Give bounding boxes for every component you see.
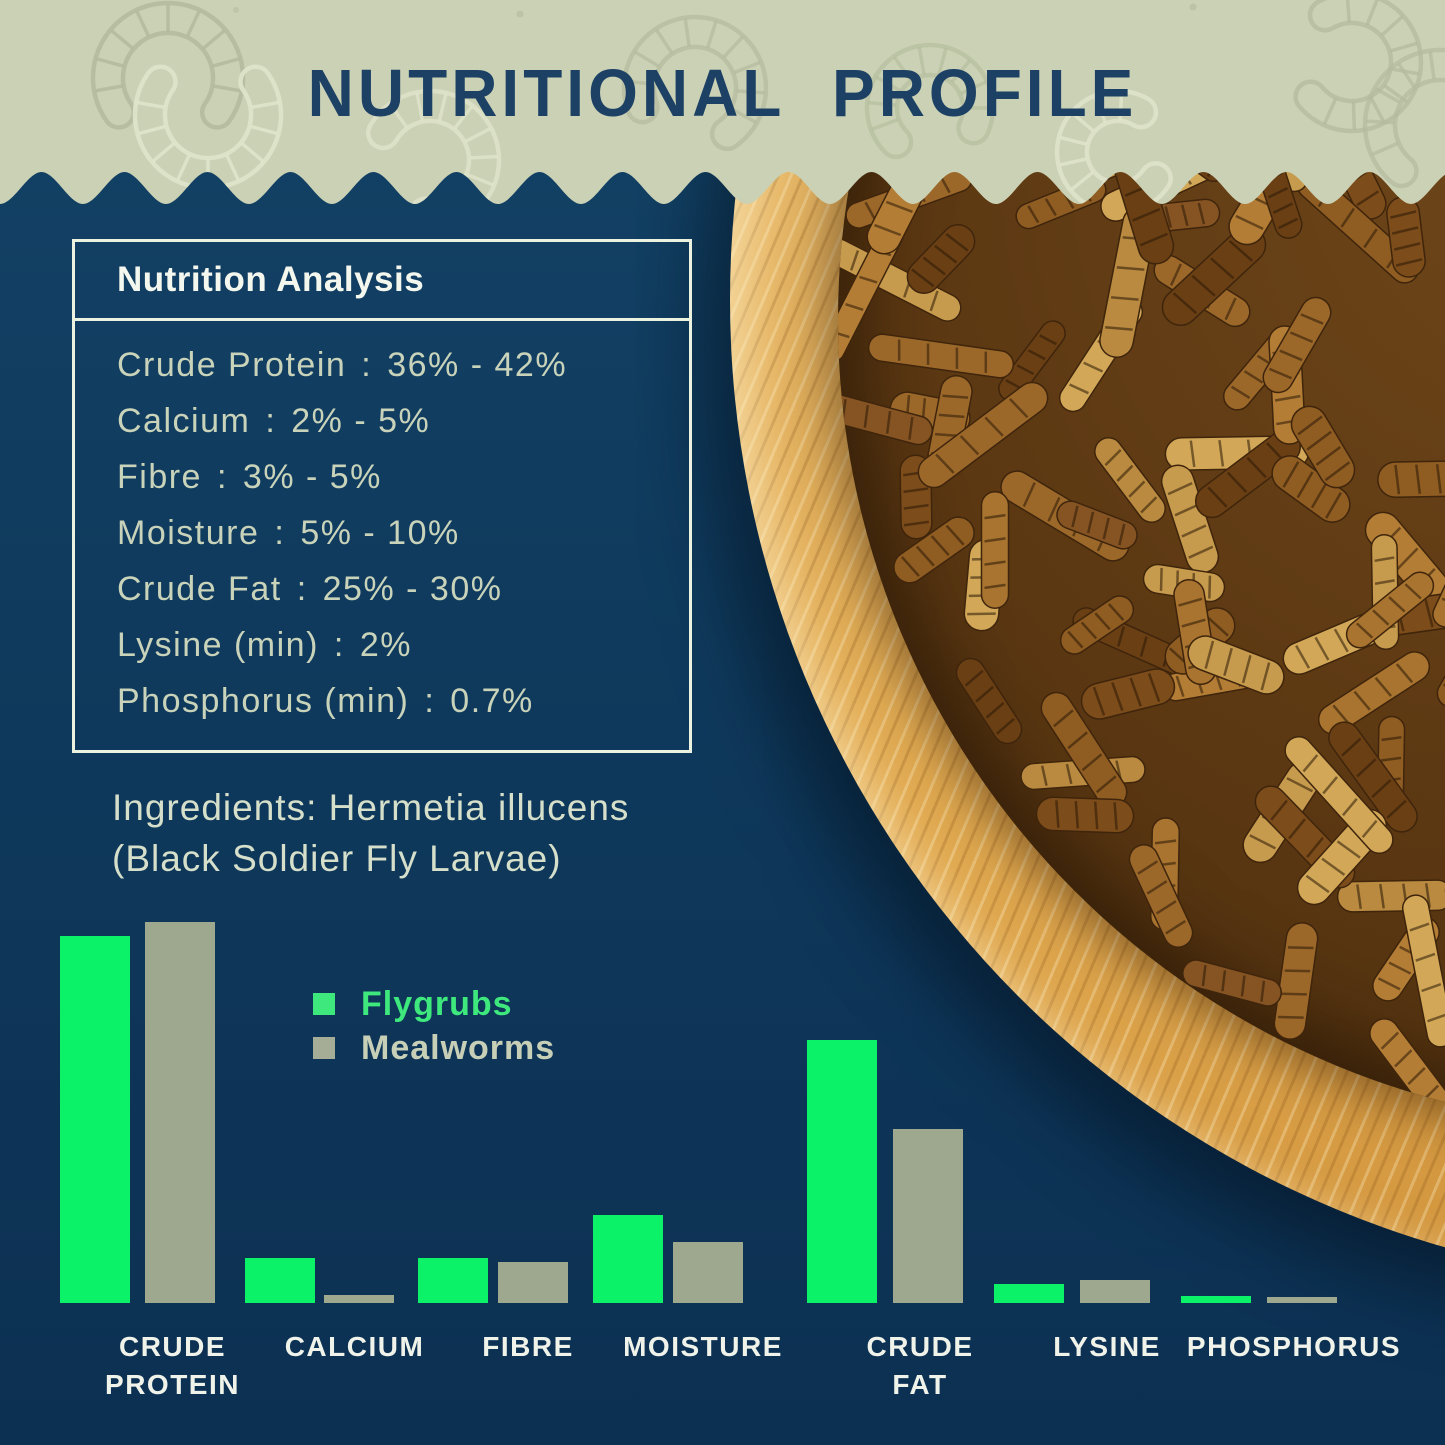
bar-mealworms-calcium — [324, 1294, 394, 1303]
analysis-row: Crude Protein:36% - 42% — [117, 337, 689, 393]
bar-mealworms-fibre — [498, 1261, 568, 1303]
analysis-row-value: 25% - 30% — [322, 570, 503, 608]
bar-flygrubs-moisture — [593, 1214, 663, 1303]
category-label-lysine: LYSINE — [1053, 1331, 1161, 1362]
analysis-row: Fibre:3% - 5% — [117, 449, 689, 505]
bar-mealworms-crude-protein — [145, 922, 215, 1303]
analysis-row-value: 0.7% — [450, 682, 534, 720]
analysis-row: Crude Fat:25% - 30% — [117, 561, 689, 617]
legend-label-mealworms: Mealworms — [361, 1028, 556, 1067]
analysis-row-separator: : — [333, 626, 345, 664]
legend-row-mealworms: Mealworms — [313, 1026, 555, 1070]
analysis-row-label: Crude Fat — [117, 570, 282, 608]
ingredients-line-2: (Black Soldier Fly Larvae) — [112, 838, 562, 879]
bar-mealworms-crude-fat — [893, 1129, 963, 1303]
mealworms-swatch-icon — [313, 1037, 335, 1059]
analysis-row-separator: : — [424, 682, 436, 720]
legend-row-flygrubs: Flygrubs — [313, 982, 555, 1026]
nutrient-bar-chart: CRUDE PROTEIN CALCIUM FIBRE MOISTURE CRUDE FAT… — [0, 903, 1445, 1445]
bar-flygrubs-lysine — [994, 1284, 1064, 1303]
analysis-row-value: 36% - 42% — [387, 346, 568, 384]
analysis-row-label: Phosphorus (min) — [117, 682, 410, 720]
category-label-crude-fat: CRUDE FAT — [866, 1331, 974, 1400]
bar-mealworms-phosphorus — [1267, 1297, 1337, 1303]
nutrition-analysis-box: Nutrition Analysis Crude Protein:36% - 4… — [72, 239, 692, 753]
bar-mealworms-moisture — [673, 1241, 743, 1303]
analysis-row-label: Lysine (min) — [117, 626, 319, 664]
bar-flygrubs-crude-protein — [60, 936, 130, 1303]
analysis-row-separator: : — [274, 514, 286, 552]
category-label-phosphorus: PHOSPHORUS — [1186, 1331, 1402, 1362]
analysis-row-separator: : — [361, 346, 373, 384]
analysis-row: Calcium:2% - 5% — [117, 393, 689, 449]
bar-flygrubs-fibre — [418, 1257, 488, 1303]
sage-background — [0, 0, 1445, 204]
bar-flygrubs-calcium — [245, 1257, 315, 1303]
analysis-rows: Crude Protein:36% - 42% Calcium:2% - 5% Fi… — [75, 321, 689, 729]
category-label-calcium: CALCIUM — [284, 1331, 425, 1362]
legend-label-flygrubs: Flygrubs — [361, 984, 513, 1023]
analysis-row: Moisture:5% - 10% — [117, 505, 689, 561]
analysis-row-label: Calcium — [117, 402, 251, 440]
nutrition-analysis-title: Nutrition Analysis — [117, 260, 425, 299]
analysis-row-label: Moisture — [117, 514, 260, 552]
nutrition-analysis-header: Nutrition Analysis — [75, 242, 689, 321]
bar-flygrubs-phosphorus — [1181, 1296, 1251, 1303]
analysis-row-separator: : — [265, 402, 277, 440]
analysis-row-label: Crude Protein — [117, 346, 347, 384]
page-title: NUTRITIONAL PROFILE — [307, 55, 1138, 131]
bar-flygrubs-crude-fat — [807, 1039, 877, 1303]
analysis-row: Phosphorus (min):0.7% — [117, 673, 689, 729]
ingredients-text: Ingredients: Hermetia illucens (Black So… — [112, 782, 629, 884]
analysis-row-value: 2% — [359, 626, 412, 664]
analysis-row-value: 5% - 10% — [300, 514, 460, 552]
analysis-row-separator: : — [216, 458, 228, 496]
analysis-row-label: Fibre — [117, 458, 202, 496]
analysis-row-value: 3% - 5% — [242, 458, 382, 496]
analysis-row-separator: : — [296, 570, 308, 608]
category-label-crude-protein: CRUDE PROTEIN — [105, 1331, 240, 1400]
ingredients-line-1: Ingredients: Hermetia illucens — [112, 787, 630, 828]
header-wave-band — [0, 0, 1445, 204]
flygrubs-swatch-icon — [313, 993, 335, 1015]
category-label-fibre: FIBRE — [482, 1331, 574, 1362]
category-label-moisture: MOISTURE — [623, 1331, 783, 1362]
chart-legend: Flygrubs Mealworms — [313, 982, 555, 1070]
analysis-row: Lysine (min):2% — [117, 617, 689, 673]
analysis-row-value: 2% - 5% — [291, 402, 431, 440]
bar-mealworms-lysine — [1080, 1280, 1150, 1303]
